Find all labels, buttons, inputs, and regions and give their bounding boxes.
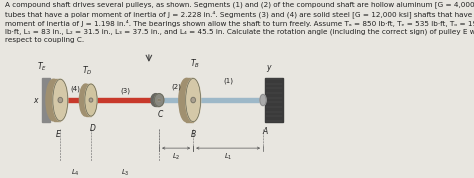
Ellipse shape [158,99,161,101]
Text: (3): (3) [120,88,130,95]
Ellipse shape [79,84,91,116]
Ellipse shape [46,79,61,121]
Ellipse shape [260,95,266,106]
Ellipse shape [53,79,68,121]
Text: D: D [90,124,95,133]
Text: C: C [158,110,163,119]
Text: $L_3$: $L_3$ [121,168,129,178]
Bar [91,98,159,102]
Ellipse shape [186,78,201,122]
Ellipse shape [155,94,164,106]
Ellipse shape [89,98,93,102]
Bar [159,98,263,102]
Text: $L_2$: $L_2$ [172,152,181,162]
Text: B: B [191,130,196,139]
Text: $L_4$: $L_4$ [71,168,80,178]
Ellipse shape [179,78,194,122]
Bar [60,98,91,102]
Text: E: E [56,130,61,140]
Text: A compound shaft drives several pulleys, as shown. Segments (1) and (2) of the c: A compound shaft drives several pulleys,… [5,1,474,43]
Bar [42,78,50,122]
Ellipse shape [85,84,97,116]
Text: y: y [266,63,270,72]
Ellipse shape [151,94,161,106]
Polygon shape [186,78,193,122]
Text: $T_E$: $T_E$ [36,60,46,73]
Text: (4): (4) [71,86,81,92]
Text: (1): (1) [223,78,233,84]
Text: (2): (2) [171,83,181,90]
Text: $L_1$: $L_1$ [224,152,232,162]
Ellipse shape [58,97,63,103]
Bar [264,78,283,122]
Polygon shape [85,84,91,116]
Polygon shape [155,94,159,106]
Polygon shape [54,79,60,121]
Text: x: x [33,96,38,104]
Text: $T_D$: $T_D$ [82,64,93,77]
Ellipse shape [191,97,195,103]
Text: $T_B$: $T_B$ [190,58,200,70]
Text: A: A [262,127,267,136]
